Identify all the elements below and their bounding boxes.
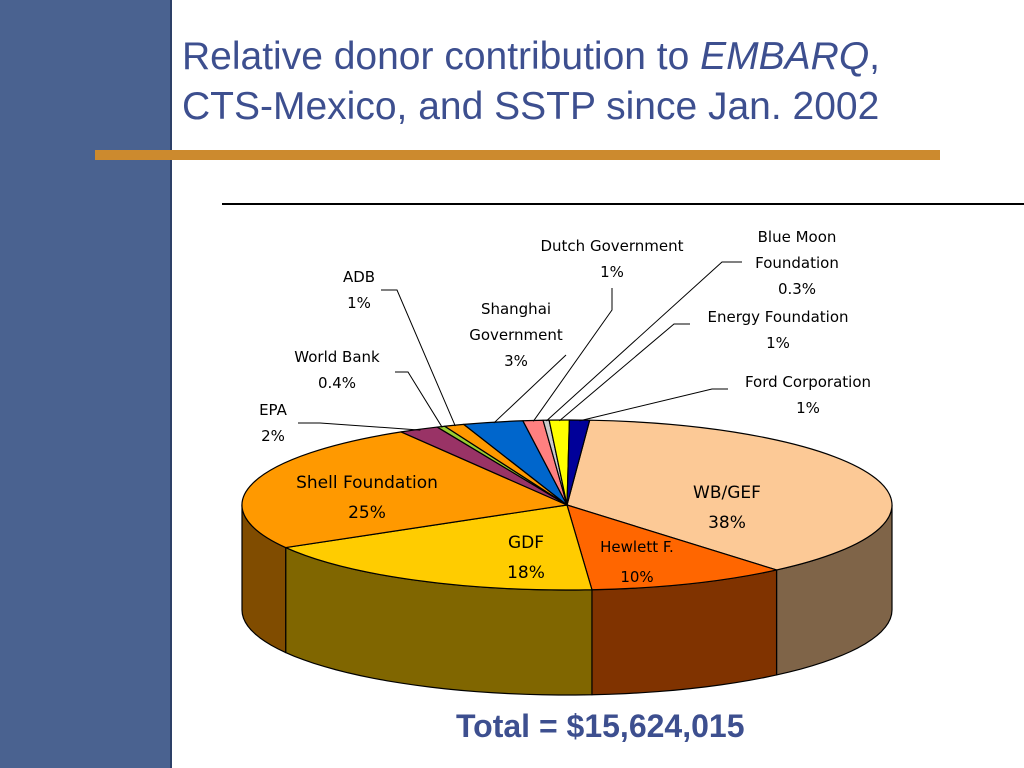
chart-top-rule <box>222 203 1024 205</box>
slice-label-shanghai-government: Government <box>469 326 563 344</box>
slice-label-wb-gef: WB/GEF <box>693 483 761 503</box>
slice-label-gdf: GDF <box>508 533 544 553</box>
leader-line-ford-corporation <box>579 388 728 422</box>
slice-label-world-bank: World Bank <box>294 348 380 366</box>
slice-gdf <box>285 504 593 591</box>
leader-line-world-bank <box>395 371 443 428</box>
slice-label-adb: ADB <box>343 268 375 286</box>
title-line1-suffix: , <box>869 35 881 78</box>
slide-title: Relative donor contribution to EMBARQ, CT… <box>182 32 1012 132</box>
title-accent-bar <box>95 150 940 160</box>
slice-label-shell-foundation: Shell Foundation <box>296 473 438 493</box>
slice-value-hewlett-f: 10% <box>620 568 653 586</box>
title-line1-prefix: Relative donor contribution to <box>182 35 701 78</box>
leader-line-shanghai-government <box>493 354 567 424</box>
leader-line-blue-moon-foundation <box>545 261 742 422</box>
slice-value-epa: 2% <box>261 427 285 445</box>
slice-value-world-bank: 0.4% <box>318 374 356 392</box>
slice-label-blue-moon-foundation: Foundation <box>755 254 839 272</box>
slice-wb-gef <box>566 419 893 571</box>
title-line2: CTS-Mexico, and SSTP since Jan. 2002 <box>182 85 880 128</box>
slice-value-shell-foundation: 25% <box>348 503 386 523</box>
leader-line-epa <box>298 422 421 431</box>
slice-value-adb: 1% <box>347 294 371 312</box>
slice-value-dutch-government: 1% <box>600 263 624 281</box>
sidebar-panel <box>0 0 172 768</box>
slice-value-energy-foundation: 1% <box>766 334 790 352</box>
slice-hewlett-f <box>566 504 778 591</box>
slice-label-energy-foundation: Energy Foundation <box>707 308 848 326</box>
title-embarq: EMBARQ <box>700 35 870 78</box>
leader-line-dutch-government <box>532 288 613 422</box>
leader-line-adb <box>381 289 456 427</box>
slice-value-wb-gef: 38% <box>708 513 746 533</box>
slice-label-ford-corporation: Ford Corporation <box>745 373 871 391</box>
slice-ford-corporation <box>566 419 591 506</box>
slice-shell-foundation <box>241 431 568 549</box>
slice-value-ford-corporation: 1% <box>796 399 820 417</box>
slice-label-dutch-government: Dutch Government <box>540 237 683 255</box>
leader-line-energy-foundation <box>559 323 690 422</box>
slice-value-shanghai-government: 3% <box>504 352 528 370</box>
slice-label-blue-moon-foundation: Blue Moon <box>758 228 837 246</box>
total-amount: Total = $15,624,015 <box>456 708 745 744</box>
slice-label-hewlett-f: Hewlett F. <box>600 538 674 556</box>
slice-value-gdf: 18% <box>507 563 545 583</box>
slice-value-blue-moon-foundation: 0.3% <box>778 280 816 298</box>
slice-label-epa: EPA <box>259 401 288 419</box>
slice-label-shanghai-government: Shanghai <box>481 300 551 318</box>
